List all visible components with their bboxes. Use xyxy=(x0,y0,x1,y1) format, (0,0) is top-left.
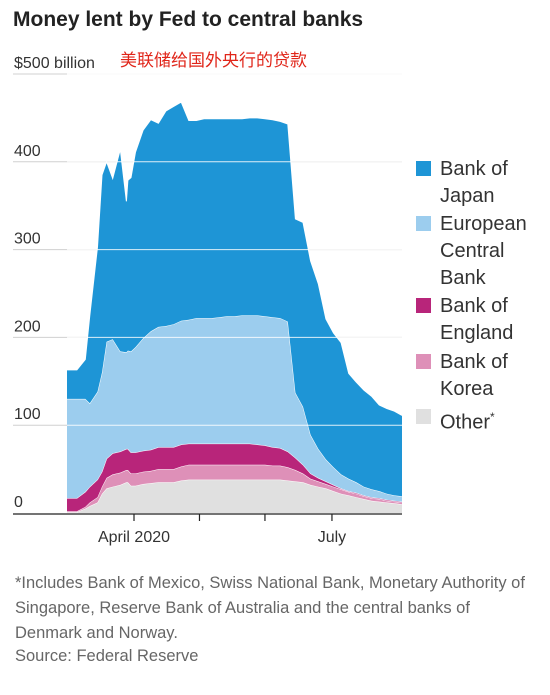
chart-subtitle-chinese: 美联储给国外央行的贷款 xyxy=(120,51,307,71)
footnote: *Includes Bank of Mexico, Swiss National… xyxy=(15,574,525,642)
y-tick-label: $500 billion xyxy=(14,55,95,72)
series-area-other xyxy=(67,479,402,513)
series-edge-bank-of-japan xyxy=(67,101,403,416)
legend-label: Other* xyxy=(440,410,495,434)
source-note: Source: Federal Reserve xyxy=(15,647,199,665)
legend-label: European Central Bank xyxy=(440,213,527,289)
legend-swatch xyxy=(416,354,431,369)
series-area-european-central-bank xyxy=(67,315,402,502)
series-area-bank-of-korea xyxy=(67,464,402,513)
legend-swatch xyxy=(416,161,431,176)
legend-label: Bank of Korea xyxy=(440,351,508,400)
y-tick-label: 100 xyxy=(14,406,41,423)
legend-item: Bank of England xyxy=(416,293,550,347)
legend-item: Other* xyxy=(416,404,550,437)
y-tick-label: 0 xyxy=(14,494,23,511)
x-tick-label: April 2020 xyxy=(98,529,170,546)
x-tick-label: July xyxy=(318,529,346,546)
y-tick-label: 300 xyxy=(14,231,41,248)
y-tick-label: 400 xyxy=(14,143,41,160)
legend-item: Bank of Japan xyxy=(416,156,550,210)
chart-title: Money lent by Fed to central banks xyxy=(13,8,364,31)
legend-item: European Central Bank xyxy=(416,211,550,292)
legend-swatch xyxy=(416,409,431,424)
series-area-bank-of-japan xyxy=(67,102,402,497)
gridlines-over xyxy=(67,73,402,426)
legend-swatch xyxy=(416,216,431,231)
y-tick-label: 200 xyxy=(14,318,41,335)
legend-swatch xyxy=(416,298,431,313)
legend-label: Bank of Japan xyxy=(440,158,508,207)
stacked-area-chart: 0 100 200 300 400 $500 billion April 2020 July xyxy=(13,55,403,546)
areas xyxy=(67,101,403,513)
legend-label: Bank of England xyxy=(440,295,514,344)
series-area-bank-of-england xyxy=(67,443,402,512)
legend-item: Bank of Korea xyxy=(416,349,550,403)
